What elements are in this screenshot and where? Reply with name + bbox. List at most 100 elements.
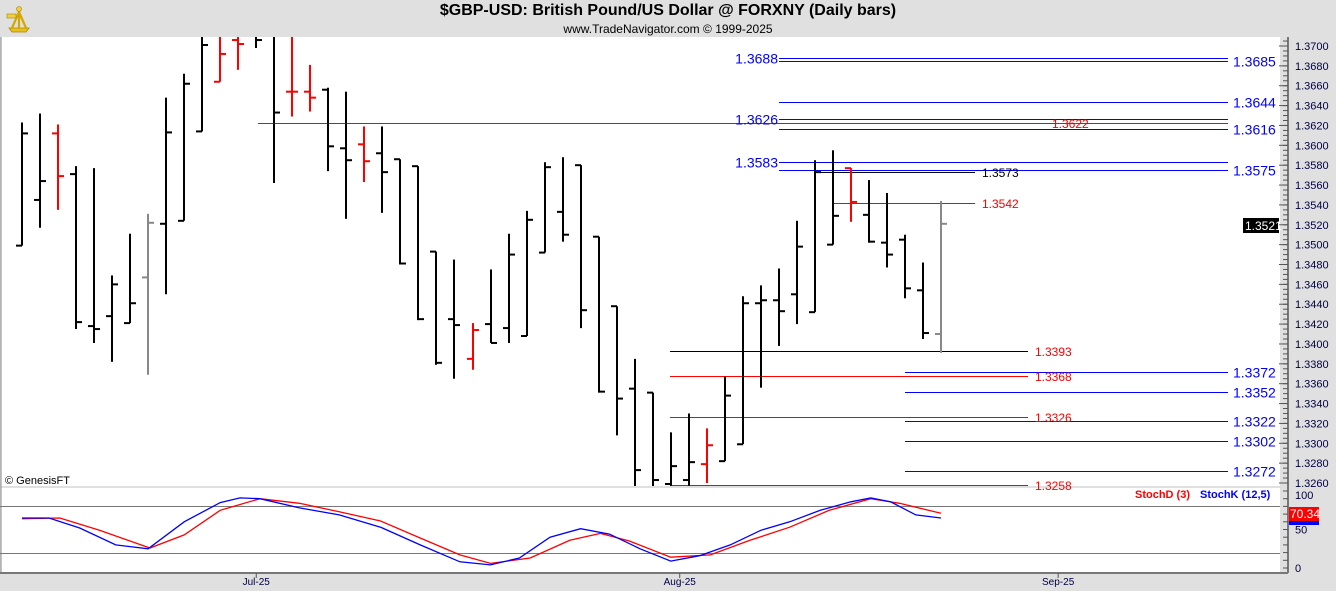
price-tick-label: 1.3580 — [1295, 160, 1329, 172]
level-labels: 1.3688 1.3685 1.3644 1.3626 1.3622 1.3616 1.35… — [735, 51, 1276, 493]
level-label: 1.3644 — [1233, 95, 1276, 111]
stoch-tick-label: 100 — [1295, 490, 1313, 502]
price-tick-label: 1.3440 — [1295, 299, 1329, 311]
ohlc-bar — [232, 37, 244, 70]
support-resistance-levels — [258, 58, 1228, 486]
price-tick-label: 1.3380 — [1295, 359, 1329, 371]
stochastic-lines — [0, 497, 1280, 566]
level-label: 1.3393 — [1035, 345, 1072, 359]
ohlc-bar — [124, 233, 136, 325]
level-label: 1.3368 — [1035, 370, 1072, 384]
legend-stochk: StochK (12,5) — [1200, 489, 1271, 501]
price-tick-label: 1.3540 — [1295, 200, 1329, 212]
ohlc-bar — [827, 150, 839, 246]
level-label: 1.3352 — [1233, 385, 1276, 401]
ohlc-bar — [791, 220, 803, 325]
stoch-line-d — [21, 498, 942, 565]
level-label: 1.3326 — [1035, 411, 1072, 425]
ohlc-bar — [412, 165, 424, 321]
chart-header: $GBP-USD: British Pound/US Dollar @ FORX… — [0, 0, 1336, 37]
ohlc-bar — [286, 37, 298, 117]
level-label: 1.3372 — [1233, 365, 1276, 381]
ohlc-bar — [575, 164, 587, 329]
ohlc-bar — [394, 158, 406, 265]
price-tick-label: 1.3320 — [1295, 418, 1329, 430]
ohlc-bar — [881, 192, 893, 268]
ohlc-bar — [160, 97, 172, 295]
ohlc-bar — [322, 87, 334, 172]
last-price-box — [1243, 218, 1279, 233]
ohlc-bar — [142, 213, 154, 375]
chart-title: $GBP-USD: British Pound/US Dollar @ FORX… — [439, 2, 897, 19]
ohlc-bar — [845, 167, 857, 222]
ohlc-bar — [755, 285, 767, 388]
ohlc-bar — [430, 250, 442, 365]
time-tick-label: Aug-25 — [664, 577, 697, 588]
time-axis: Jul-25 Aug-25 Sep-25 — [243, 573, 1075, 588]
level-label: 1.3685 — [1233, 54, 1276, 70]
price-tick-label: 1.3260 — [1295, 478, 1329, 490]
ohlc-bar — [665, 432, 677, 486]
ohlc-bar — [899, 234, 911, 299]
level-label: 1.3302 — [1233, 434, 1276, 450]
legend-stochd: StochD (3) — [1135, 489, 1190, 501]
price-tick-label: 1.3460 — [1295, 279, 1329, 291]
time-tick-label: Sep-25 — [1042, 577, 1075, 588]
ohlc-bar — [304, 64, 316, 112]
level-label: 1.3688 — [735, 51, 778, 67]
ohlc-bar — [16, 122, 28, 247]
price-tick-label: 1.3640 — [1295, 101, 1329, 113]
price-tick-label: 1.3700 — [1295, 41, 1329, 53]
ohlc-bar — [178, 73, 190, 222]
ohlc-bar — [106, 275, 118, 362]
stochd-last-box — [1289, 507, 1319, 521]
ohlc-bar — [557, 157, 569, 242]
stoch-line-k — [22, 497, 942, 566]
ohlc-bar — [647, 391, 659, 486]
ohlc-bar — [376, 126, 388, 213]
ohlc-bar — [255, 37, 262, 48]
ohlc-bar — [629, 358, 641, 486]
ohlc-bar — [196, 37, 208, 133]
price-tick-label: 1.3340 — [1295, 399, 1329, 411]
level-label: 1.3622 — [1052, 117, 1089, 131]
last-price-label: 1.3521 — [1245, 219, 1282, 233]
ohlc-bar — [863, 180, 875, 243]
price-tick-label: 1.3620 — [1295, 120, 1329, 132]
level-label: 1.3575 — [1233, 163, 1276, 179]
sextant-logo-icon — [4, 4, 34, 39]
ohlc-bar — [719, 376, 731, 463]
price-tick-label: 1.3480 — [1295, 260, 1329, 272]
stochd-last-label: 70.34 — [1290, 507, 1320, 521]
ohlc-bar — [773, 268, 785, 346]
ohlc-bar — [358, 126, 370, 183]
price-tick-label: 1.3680 — [1295, 61, 1329, 73]
ohlc-bar — [52, 124, 64, 210]
level-label: 1.3616 — [1233, 122, 1276, 138]
stochk-last-box — [1289, 520, 1319, 525]
ohlc-bar — [88, 168, 100, 343]
price-tick-label: 1.3560 — [1295, 180, 1329, 192]
ohlc-bar — [503, 233, 515, 343]
price-tick-label: 1.3420 — [1295, 319, 1329, 331]
stochastic-panel — [1, 488, 1280, 573]
price-tick-label: 1.3600 — [1295, 140, 1329, 152]
ohlc-bar — [34, 113, 46, 228]
ohlc-bar — [539, 162, 551, 254]
stochastic-axis: 100 50 0 — [1283, 490, 1313, 575]
ohlc-bar — [521, 210, 533, 338]
stoch-tick-label: 50 — [1295, 525, 1307, 537]
ohlc-bar — [485, 269, 497, 344]
ohlc-bar — [917, 262, 929, 339]
ohlc-bar — [273, 37, 280, 184]
ohlc-bar — [70, 166, 82, 330]
level-label: 1.3272 — [1233, 464, 1276, 480]
ohlc-bars — [16, 37, 947, 486]
ohlc-bar — [448, 259, 460, 379]
ohlc-bar — [809, 160, 821, 314]
price-tick-label: 1.3400 — [1295, 339, 1329, 351]
level-label: 1.3258 — [1035, 479, 1072, 493]
chart-subtitle: www.TradeNavigator.com © 1999-2025 — [563, 22, 773, 36]
price-axis[interactable]: 1.3700 1.3680 1.3660 1.3640 1.3620 1.3600 1.35… — [1279, 40, 1329, 490]
